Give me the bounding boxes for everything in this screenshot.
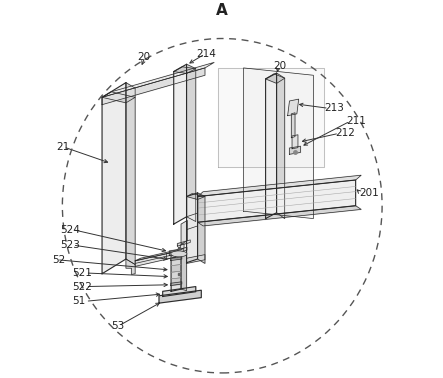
- Polygon shape: [126, 259, 135, 274]
- Polygon shape: [177, 240, 190, 246]
- Polygon shape: [179, 247, 187, 253]
- Polygon shape: [276, 73, 285, 218]
- Text: 51: 51: [73, 296, 86, 306]
- Polygon shape: [126, 83, 135, 265]
- Text: 213: 213: [324, 103, 344, 113]
- Polygon shape: [266, 74, 285, 83]
- Polygon shape: [135, 252, 175, 266]
- Polygon shape: [169, 249, 183, 255]
- Polygon shape: [171, 253, 181, 291]
- Text: 212: 212: [335, 128, 355, 138]
- Text: 524: 524: [60, 225, 80, 235]
- Polygon shape: [174, 64, 187, 224]
- Text: 214: 214: [196, 49, 216, 59]
- Text: 21: 21: [56, 142, 70, 152]
- Polygon shape: [167, 252, 175, 259]
- Text: 52: 52: [52, 255, 66, 265]
- Text: 522: 522: [73, 282, 93, 291]
- Text: 521: 521: [73, 268, 93, 278]
- Polygon shape: [181, 253, 187, 291]
- Polygon shape: [102, 92, 135, 103]
- Polygon shape: [266, 73, 276, 218]
- Polygon shape: [171, 282, 182, 285]
- Polygon shape: [198, 206, 361, 226]
- Polygon shape: [180, 243, 184, 250]
- Polygon shape: [163, 287, 196, 296]
- Polygon shape: [102, 68, 205, 105]
- Polygon shape: [291, 113, 295, 138]
- Polygon shape: [187, 255, 205, 263]
- Polygon shape: [292, 135, 298, 149]
- Polygon shape: [187, 64, 196, 222]
- Polygon shape: [288, 99, 299, 116]
- Polygon shape: [135, 249, 181, 261]
- Polygon shape: [102, 62, 214, 97]
- Text: A: A: [216, 3, 227, 18]
- Text: 201: 201: [359, 188, 379, 198]
- Polygon shape: [289, 146, 300, 154]
- Polygon shape: [244, 68, 313, 218]
- Polygon shape: [198, 175, 361, 197]
- Text: 53: 53: [111, 321, 124, 331]
- Polygon shape: [171, 251, 181, 259]
- Polygon shape: [102, 83, 126, 274]
- Text: 211: 211: [346, 116, 366, 126]
- Polygon shape: [159, 290, 201, 303]
- Polygon shape: [181, 220, 187, 244]
- Text: 20: 20: [273, 61, 286, 71]
- Ellipse shape: [171, 251, 187, 257]
- Polygon shape: [171, 278, 181, 285]
- Polygon shape: [198, 193, 205, 263]
- Polygon shape: [171, 257, 182, 260]
- Text: 523: 523: [60, 240, 80, 250]
- Polygon shape: [187, 194, 205, 200]
- Text: 20: 20: [137, 52, 150, 62]
- Polygon shape: [198, 180, 356, 222]
- Polygon shape: [171, 258, 181, 266]
- Polygon shape: [218, 68, 324, 167]
- Polygon shape: [187, 193, 198, 263]
- Polygon shape: [171, 265, 181, 272]
- Polygon shape: [171, 271, 181, 279]
- Polygon shape: [174, 67, 196, 73]
